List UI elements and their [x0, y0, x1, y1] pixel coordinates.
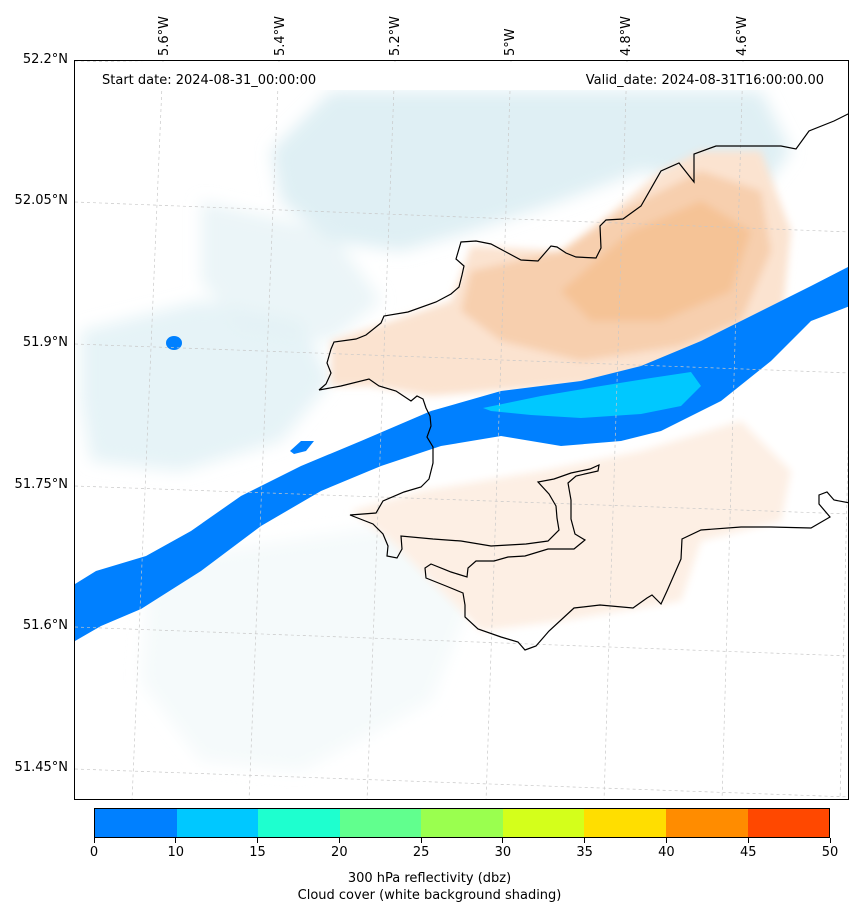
valid-date-text: Valid_date: 2024-08-31T16:00:00.00: [586, 73, 824, 88]
colorbar-segment-7: [665, 809, 748, 837]
reflectivity-colorbar: [94, 808, 830, 838]
lat-label-52.05n: 52.05°N: [14, 193, 68, 208]
map-canvas[interactable]: Start date: 2024-08-31_00:00:00 Valid_da…: [75, 61, 849, 800]
colorbar-segment-4: [421, 809, 503, 837]
colorbar-subtitle: Cloud cover (white background shading): [297, 888, 562, 903]
cloud-cover-north: [271, 91, 791, 251]
colorbar-tick: [747, 838, 749, 843]
coastline: [318, 113, 848, 651]
colorbar-tick: [829, 838, 831, 843]
reflectivity-cell-west: [166, 336, 182, 350]
colorbar-tick: [93, 838, 95, 843]
lon-label-4.8w: 4.8°W: [619, 15, 634, 56]
colorbar-tick: [257, 838, 259, 843]
colorbar-segment-2: [258, 809, 340, 837]
colorbar-tick-label: 0: [89, 845, 99, 860]
colorbar-tick-label: 45: [739, 845, 757, 860]
colorbar-segment-1: [176, 809, 259, 837]
colorbar-segment-5: [502, 809, 585, 837]
lat-label-52.2n: 52.2°N: [22, 52, 68, 67]
lon-label-5.2w: 5.2°W: [388, 15, 403, 56]
colorbar-tick-label: 35: [576, 845, 593, 860]
colorbar-segment-3: [339, 809, 422, 837]
lat-label-51.75n: 51.75°N: [14, 477, 68, 492]
lon-label-5.6w: 5.6°W: [157, 15, 172, 56]
start-date-text: Start date: 2024-08-31_00:00:00: [102, 73, 316, 88]
warm-shading-peak: [561, 201, 751, 321]
colorbar-tick: [584, 838, 586, 843]
colorbar-tick-label: 40: [658, 845, 675, 860]
colorbar-tick: [420, 838, 422, 843]
cloud-cover-shading: [81, 91, 791, 771]
cloud-cover-central: [201, 201, 381, 341]
colorbar-tick: [502, 838, 504, 843]
lon-label-5w: 5°W: [503, 28, 518, 56]
colorbar-tick-label: 15: [249, 845, 266, 860]
colorbar-tick-label: 20: [331, 845, 348, 860]
colorbar-tick-label: 50: [821, 845, 839, 860]
colorbar-tick-label: 10: [167, 845, 185, 860]
colorbar-tick: [175, 838, 177, 843]
coastline-west-dale: [318, 378, 848, 651]
lat-label-51.6n: 51.6°N: [22, 618, 68, 633]
warm-shading: [331, 151, 791, 631]
cloud-cover-south: [141, 521, 471, 771]
cloud-cover-west: [81, 301, 331, 471]
colorbar-title: 300 hPa reflectivity (dbz): [347, 871, 512, 886]
gridline-lon-4.4w: [839, 437, 848, 799]
colorbar-segment-8: [747, 809, 830, 837]
colorbar-tick: [338, 838, 340, 843]
colorbar-tick-label: 30: [494, 845, 512, 860]
lon-label-4.6w: 4.6°W: [735, 15, 750, 56]
reflectivity-band: [75, 267, 848, 641]
colorbar-segment-6: [584, 809, 666, 837]
gridline-lat-51.45n: [75, 768, 848, 798]
reflectivity-cell-small: [290, 441, 314, 454]
colorbar-tick: [665, 838, 667, 843]
reflectivity-band-outer: [75, 267, 848, 641]
lat-label-51.45n: 51.45°N: [14, 760, 68, 775]
warm-shading-south: [351, 421, 791, 631]
colorbar-tick-label: 25: [412, 845, 430, 860]
map-panel[interactable]: Start date: 2024-08-31_00:00:00 Valid_da…: [74, 60, 849, 800]
lat-label-51.9n: 51.9°N: [22, 335, 68, 350]
reflectivity-band-inner: [483, 372, 701, 418]
colorbar-segment-0: [95, 809, 177, 837]
lon-label-5.4w: 5.4°W: [273, 15, 288, 56]
coastline-pembrokeshire-north: [318, 113, 848, 391]
header-strip: [76, 62, 848, 90]
